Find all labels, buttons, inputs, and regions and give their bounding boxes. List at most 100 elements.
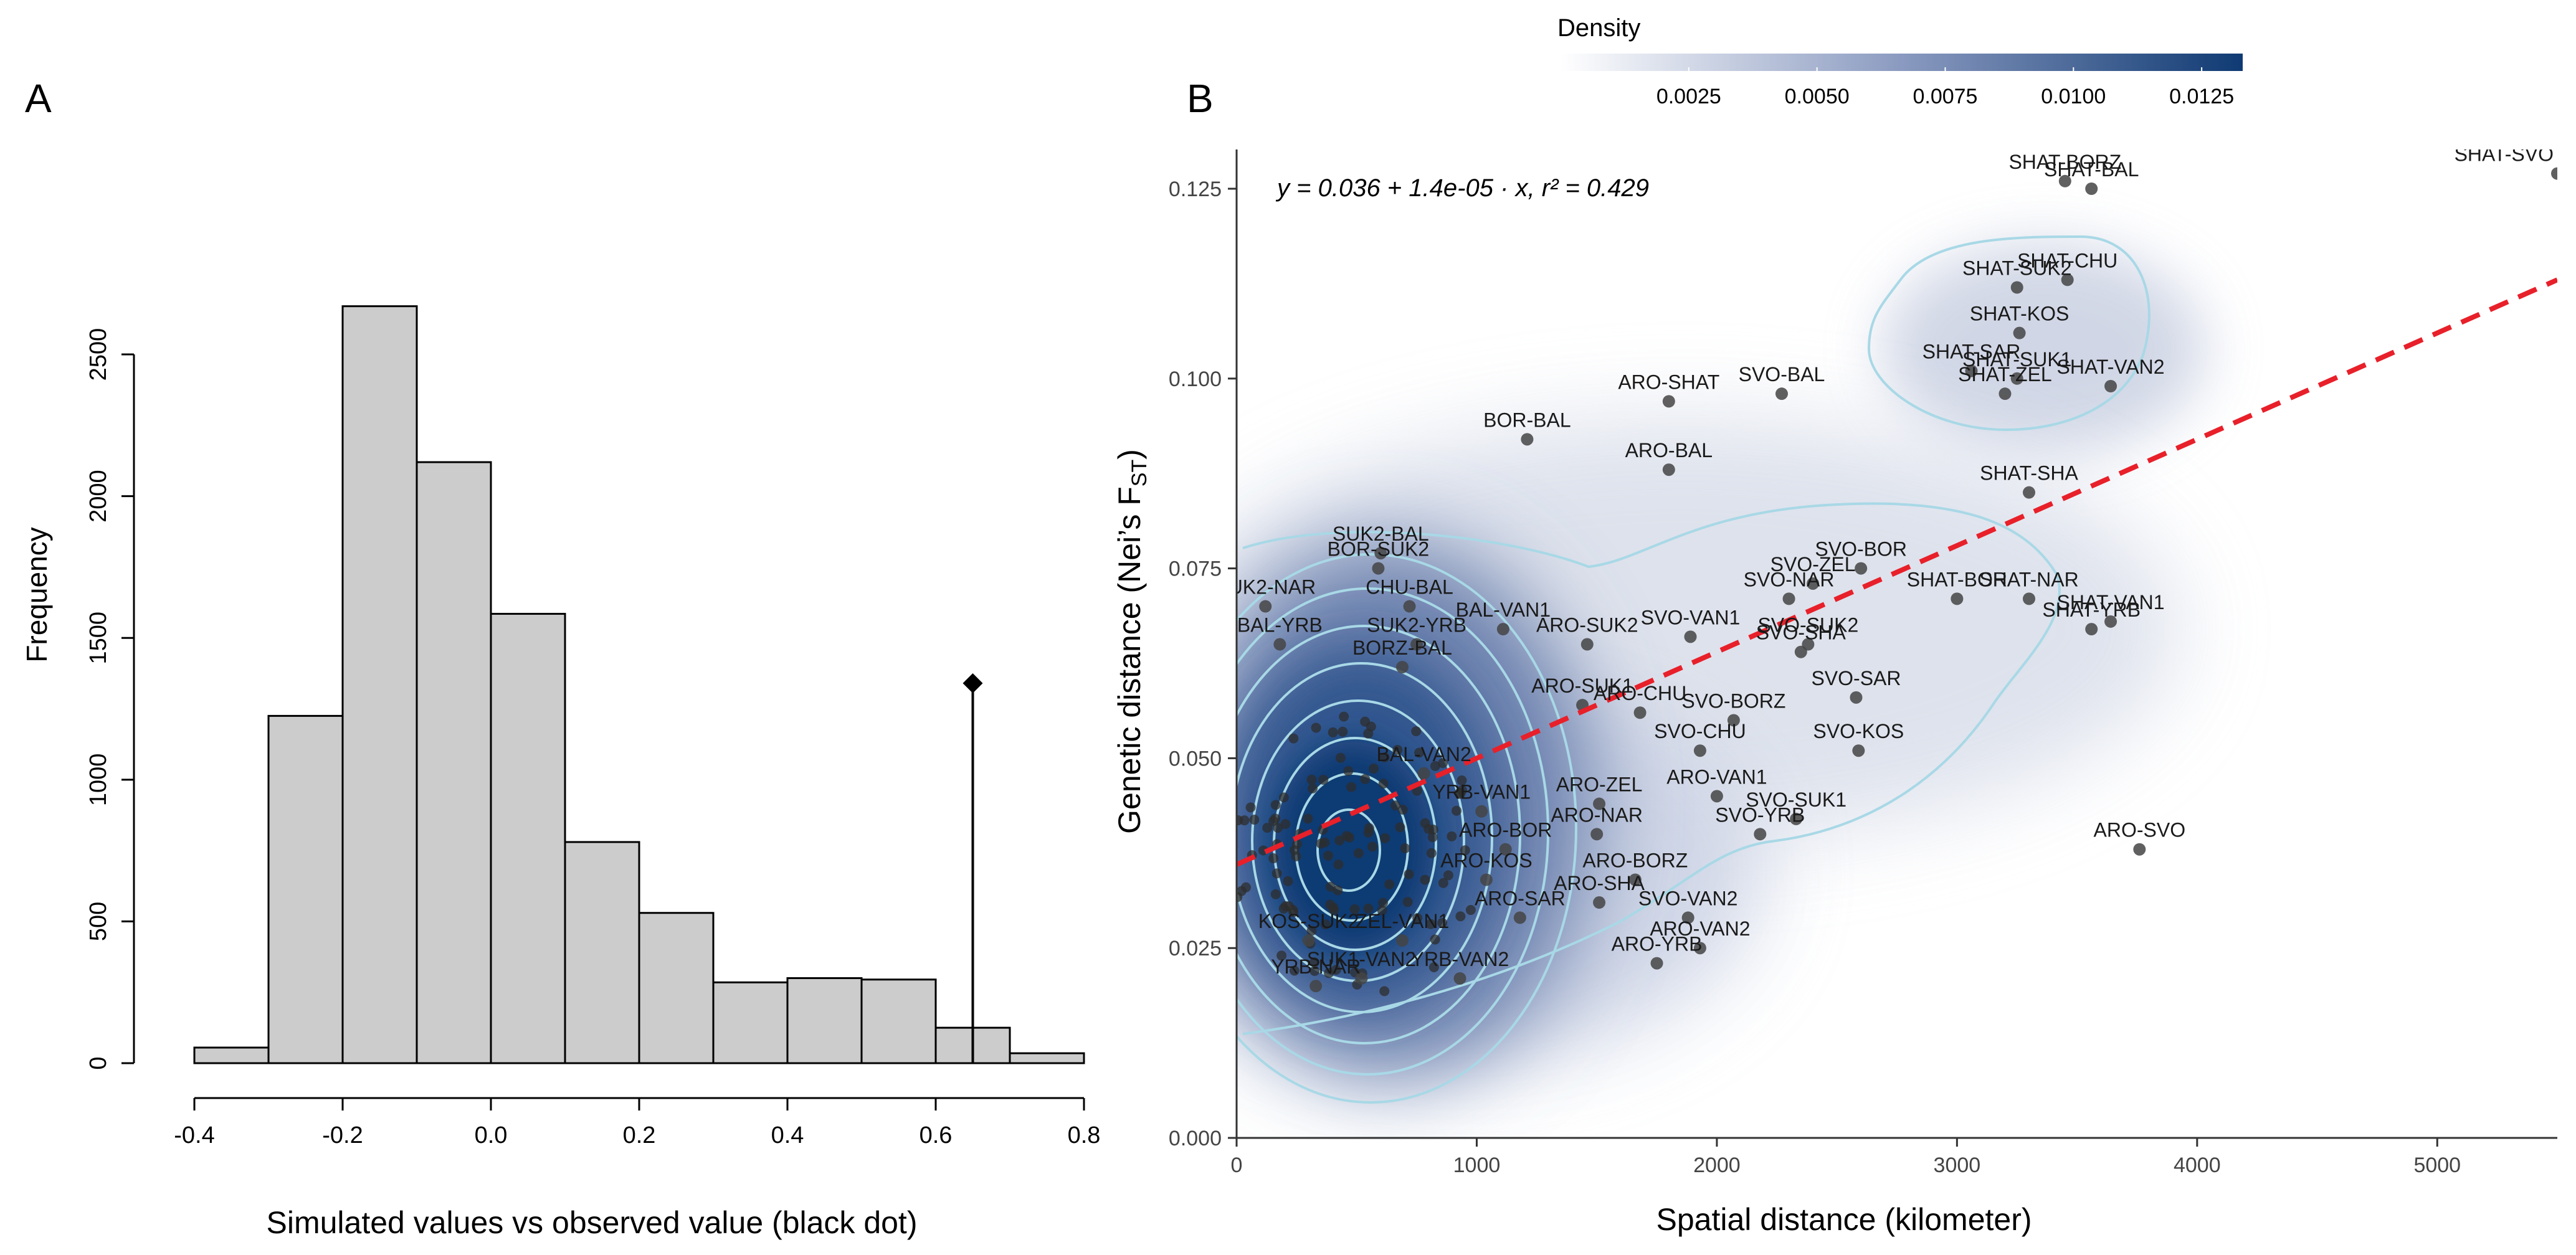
- cluster-point: [1443, 870, 1453, 881]
- point-label: BAL-VAN2: [1376, 743, 1471, 765]
- cluster-point: [1437, 917, 1448, 928]
- density-colorbar: [1561, 54, 2243, 71]
- cluster-point: [1414, 747, 1425, 758]
- point-label: ARO-BAL: [1625, 439, 1713, 462]
- scatter-point: [2023, 592, 2035, 605]
- point-label: ARO-SHA: [1554, 872, 1645, 894]
- contour-upper-cluster: [1867, 235, 2151, 432]
- point-label: KOS-SUK2: [1258, 910, 1359, 932]
- histogram-y-axis-title: Frequency: [21, 527, 53, 662]
- point-label: ARO-VAN1: [1666, 765, 1767, 788]
- point-label: BAL-YRB: [1237, 614, 1323, 637]
- cluster-point: [1420, 874, 1430, 885]
- cluster-point: [1325, 881, 1336, 892]
- histogram-panel: A -0.4 -0.2 0.0 0.2 0.4 0.6 0.8 0 500 1000 1500 20…: [21, 76, 1100, 1240]
- cluster-point: [1369, 764, 1379, 774]
- scatter-point: [2133, 843, 2146, 856]
- scatter-point: [1855, 562, 1868, 575]
- point-label: BORZ-BAL: [1352, 637, 1452, 659]
- scatter-point: [1475, 805, 1488, 818]
- scatter-point: [1693, 744, 1706, 757]
- cluster-point: [1335, 752, 1346, 763]
- panel-b-label: B: [1187, 76, 1214, 121]
- histogram-x-axis: -0.4 -0.2 0.0 0.2 0.4 0.6 0.8: [174, 1097, 1100, 1148]
- point-label: CHU-BAL: [1366, 576, 1453, 599]
- point-label: SVO-BOR: [1815, 538, 1907, 561]
- cluster-point: [1404, 869, 1414, 879]
- histogram-x-tick-label: -0.2: [322, 1122, 363, 1148]
- cluster-point: [1367, 841, 1378, 852]
- density-legend-tick-label: 0.0025: [1656, 85, 1721, 108]
- scatter-point: [1593, 797, 1606, 810]
- cluster-point: [1288, 904, 1298, 915]
- scatter-point: [1633, 706, 1647, 719]
- scatter-x-tick-label: 2000: [1693, 1153, 1741, 1177]
- scatter-point: [1999, 387, 2012, 400]
- density-legend-tick-label: 0.0100: [2041, 85, 2106, 108]
- cluster-point: [1289, 845, 1300, 855]
- histogram-y-tick-label: 1000: [85, 754, 112, 807]
- cluster-point: [1423, 823, 1434, 834]
- point-label: SVO-SUK1: [1746, 789, 1846, 811]
- histogram-bar: [416, 461, 492, 1064]
- observed-value-diamond: [962, 673, 983, 694]
- point-label: SHAT-SVO: [2455, 143, 2554, 166]
- scatter-y-axis-title-end: ): [1112, 449, 1147, 460]
- point-label: SVO-SUK2: [1757, 614, 1858, 637]
- cluster-point: [1465, 905, 1476, 916]
- cluster-point: [1276, 950, 1287, 961]
- scatter-point: [1710, 790, 1723, 803]
- scatter-y-axis-title: Genetic distance (Nei’s FST): [1112, 449, 1151, 834]
- cluster-point: [1402, 897, 1413, 907]
- histogram-bar: [267, 714, 344, 1064]
- scatter-point: [1790, 812, 1803, 825]
- histogram-bar: [712, 981, 789, 1064]
- scatter-x-tick-label: 3000: [1934, 1153, 1981, 1177]
- cluster-point: [1338, 726, 1348, 737]
- point-label: SHAT-SHA: [1980, 462, 2078, 485]
- scatter-point: [1259, 600, 1272, 613]
- histogram-bars: [193, 305, 1085, 1064]
- histogram-bar: [786, 977, 863, 1064]
- point-label: ARO-CHU: [1594, 682, 1686, 704]
- cluster-point: [1438, 758, 1448, 769]
- scatter-point: [1453, 972, 1466, 985]
- scatter-point: [1684, 630, 1697, 643]
- point-label: SHAT-KOS: [1970, 303, 2069, 325]
- scatter-point: [1355, 972, 1368, 985]
- scatter-point: [1417, 767, 1430, 780]
- cluster-point: [1331, 965, 1341, 975]
- cluster-point: [1390, 800, 1400, 811]
- scatter-point: [1662, 463, 1675, 476]
- histogram-x-axis-title: Simulated values vs observed value (blac…: [267, 1205, 918, 1240]
- histogram-bar: [490, 613, 566, 1064]
- point-label: SHAT-SUK2: [1962, 257, 2071, 279]
- cluster-point: [1283, 876, 1293, 886]
- cluster-point: [1328, 727, 1338, 737]
- scatter-point: [1521, 433, 1534, 446]
- scatter-point: [2010, 372, 2023, 385]
- cluster-point: [1363, 728, 1374, 739]
- contour-8: [1316, 808, 1381, 892]
- scatter-point: [1496, 623, 1509, 636]
- point-label: ZEL-VAN1: [1356, 910, 1450, 932]
- scatter-point: [2085, 182, 2098, 195]
- point-label: YRB-VAN1: [1432, 781, 1531, 803]
- cluster-point: [1349, 904, 1360, 914]
- scatter-point: [1499, 843, 1512, 856]
- point-label: ARO-SHAT: [1618, 371, 1719, 393]
- scatter-y-axis-title-main: Genetic distance (Nei’s F: [1112, 486, 1147, 834]
- point-label: SVO-NAR: [1744, 568, 1835, 590]
- cluster-point: [1289, 965, 1300, 976]
- scatter-point: [1782, 592, 1795, 605]
- scatter-point: [1403, 600, 1416, 613]
- histogram-bar: [564, 841, 640, 1064]
- scatter-x-tick-label: 1000: [1453, 1153, 1501, 1177]
- point-label: SHAT-BAL: [2044, 158, 2139, 181]
- scatter-y-axis-title-subscript: ST: [1128, 460, 1151, 486]
- point-label: ARO-BOR: [1459, 819, 1552, 841]
- cluster-point: [1392, 745, 1403, 755]
- contour-1: [1237, 553, 1577, 1104]
